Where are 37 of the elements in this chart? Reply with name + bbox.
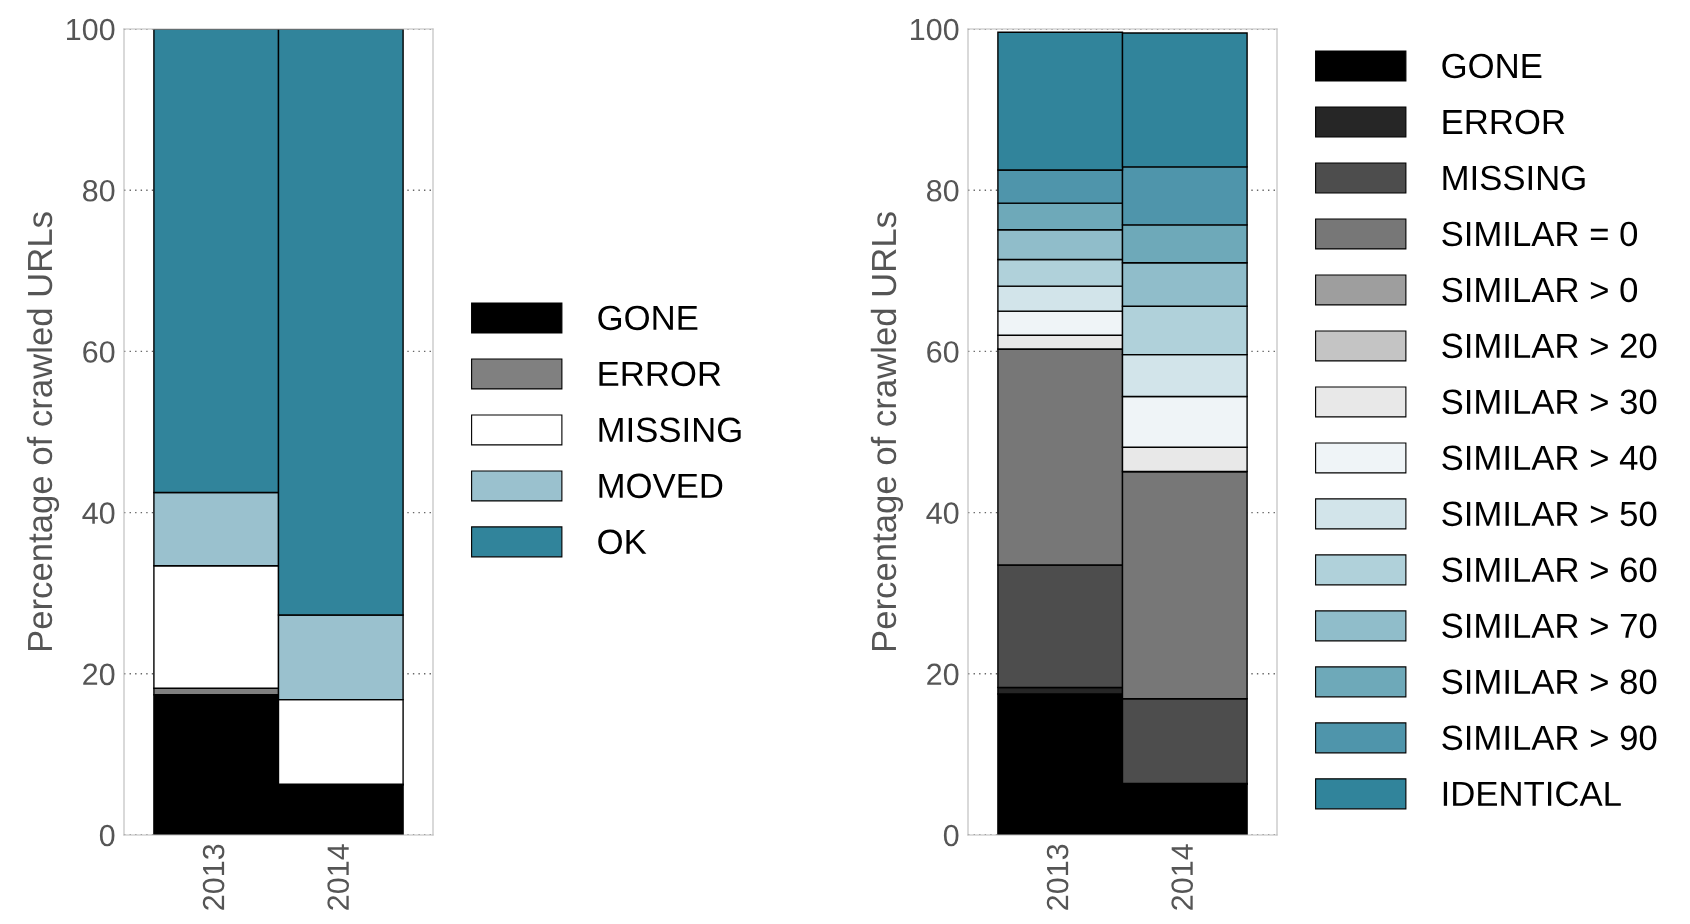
y-tick-label: 80 [927, 179, 959, 202]
y-tick-label: 100 [911, 18, 959, 41]
legend-label: SIMILAR > 90 [1442, 725, 1657, 751]
y-tick-label: 80 [83, 179, 115, 202]
y-tick-label: 0 [99, 824, 115, 847]
y-tick-label: 60 [927, 341, 959, 363]
legend-label: MISSING [599, 417, 741, 443]
legend-label: OK [598, 529, 647, 555]
x-tick-label: 2013 [202, 844, 225, 910]
y-axis-title: Percentage of crawled URLs [870, 212, 904, 651]
y-tick-label: 40 [82, 502, 115, 524]
legend-label: SIMILAR > 50 [1442, 501, 1657, 527]
y-axis-title: Percentage of crawled URLs [26, 212, 60, 651]
legend-label: IDENTICAL [1443, 781, 1621, 807]
legend-label: SIMILAR > 70 [1442, 613, 1657, 639]
legend-label: SIMILAR > 80 [1442, 669, 1657, 695]
legend-label: SIMILAR = 0 [1442, 221, 1638, 247]
legend-label: SIMILAR > 60 [1442, 557, 1657, 583]
x-tick-label: 2014 [1171, 844, 1193, 910]
y-tick-label: 60 [83, 341, 115, 363]
y-tick-label: 40 [926, 502, 959, 524]
y-tick-label: 20 [927, 663, 959, 686]
legend-label: SIMILAR > 40 [1442, 445, 1657, 471]
y-tick-label: 20 [83, 663, 115, 686]
legend-label: MOVED [599, 473, 723, 499]
legend-label: MISSING [1443, 165, 1585, 191]
x-tick-label: 2013 [1046, 844, 1069, 910]
legend-label: SIMILAR > 0 [1442, 277, 1638, 303]
legend-label: GONE [1442, 53, 1542, 79]
legend-label: ERROR [1443, 109, 1565, 135]
legend-label: SIMILAR > 30 [1442, 389, 1657, 415]
y-tick-label: 100 [67, 18, 115, 41]
legend-label: ERROR [599, 361, 721, 387]
x-tick-label: 2014 [327, 844, 349, 910]
y-tick-label: 0 [943, 824, 959, 847]
legend-label: GONE [598, 305, 698, 331]
legend-label: SIMILAR > 20 [1442, 333, 1657, 359]
